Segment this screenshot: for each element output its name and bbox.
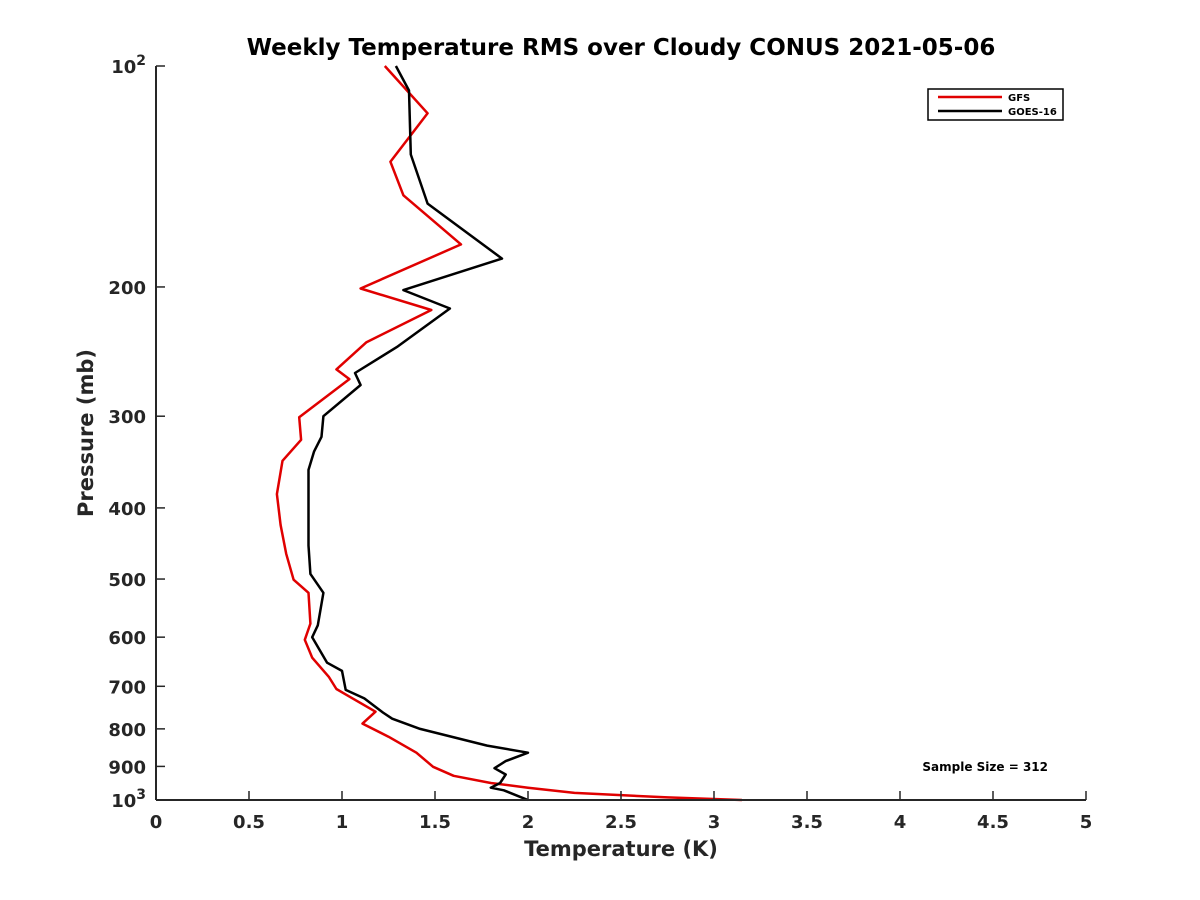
- y-tick-label: 800: [108, 720, 146, 741]
- chart-title: Weekly Temperature RMS over Cloudy CONUS…: [247, 35, 996, 61]
- plot-lines: [275, 65, 742, 802]
- y-tick-label: 200: [108, 278, 146, 299]
- x-tick-label: 1.5: [419, 812, 451, 833]
- x-tick-label: 2.5: [605, 812, 637, 833]
- x-tick-label: 4: [894, 812, 907, 833]
- series-line-goes-16: [307, 65, 530, 802]
- series-line-gfs: [275, 65, 742, 802]
- legend-box: [927, 88, 1064, 121]
- x-axis-label: Temperature (K): [524, 837, 718, 861]
- x-tick-label: 5: [1080, 812, 1093, 833]
- y-tick-label: 400: [108, 499, 146, 520]
- y-tick-label: 700: [108, 677, 146, 698]
- x-tick-label: 0.5: [233, 812, 265, 833]
- x-ticks: 0 0.5 1 1.5 2 2.5 3 3.5 4 4.5 5: [150, 791, 1093, 833]
- legend: GFS GOES-16: [927, 88, 1064, 121]
- y-ticks: 102 200 300 400 500 600 700 800 900 103: [108, 53, 165, 812]
- x-tick-label: 4.5: [977, 812, 1009, 833]
- y-tick-label: 103: [111, 787, 146, 812]
- y-tick-label: 900: [108, 757, 146, 778]
- y-tick-label: 500: [108, 570, 146, 591]
- x-tick-label: 3.5: [791, 812, 823, 833]
- y-tick-label: 102: [111, 53, 146, 78]
- x-tick-label: 1: [336, 812, 349, 833]
- legend-label-goes-16: GOES-16: [1008, 107, 1057, 118]
- x-tick-label: 0: [150, 812, 163, 833]
- y-axis-label: Pressure (mb): [74, 349, 98, 517]
- x-tick-label: 2: [522, 812, 535, 833]
- y-tick-label: 300: [108, 407, 146, 428]
- legend-label-gfs: GFS: [1008, 93, 1030, 104]
- x-tick-label: 3: [708, 812, 721, 833]
- y-tick-label: 600: [108, 628, 146, 649]
- sample-size-annotation: Sample Size = 312: [922, 760, 1048, 774]
